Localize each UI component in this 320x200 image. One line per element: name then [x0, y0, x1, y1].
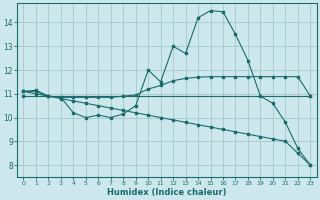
X-axis label: Humidex (Indice chaleur): Humidex (Indice chaleur) [107, 188, 227, 197]
